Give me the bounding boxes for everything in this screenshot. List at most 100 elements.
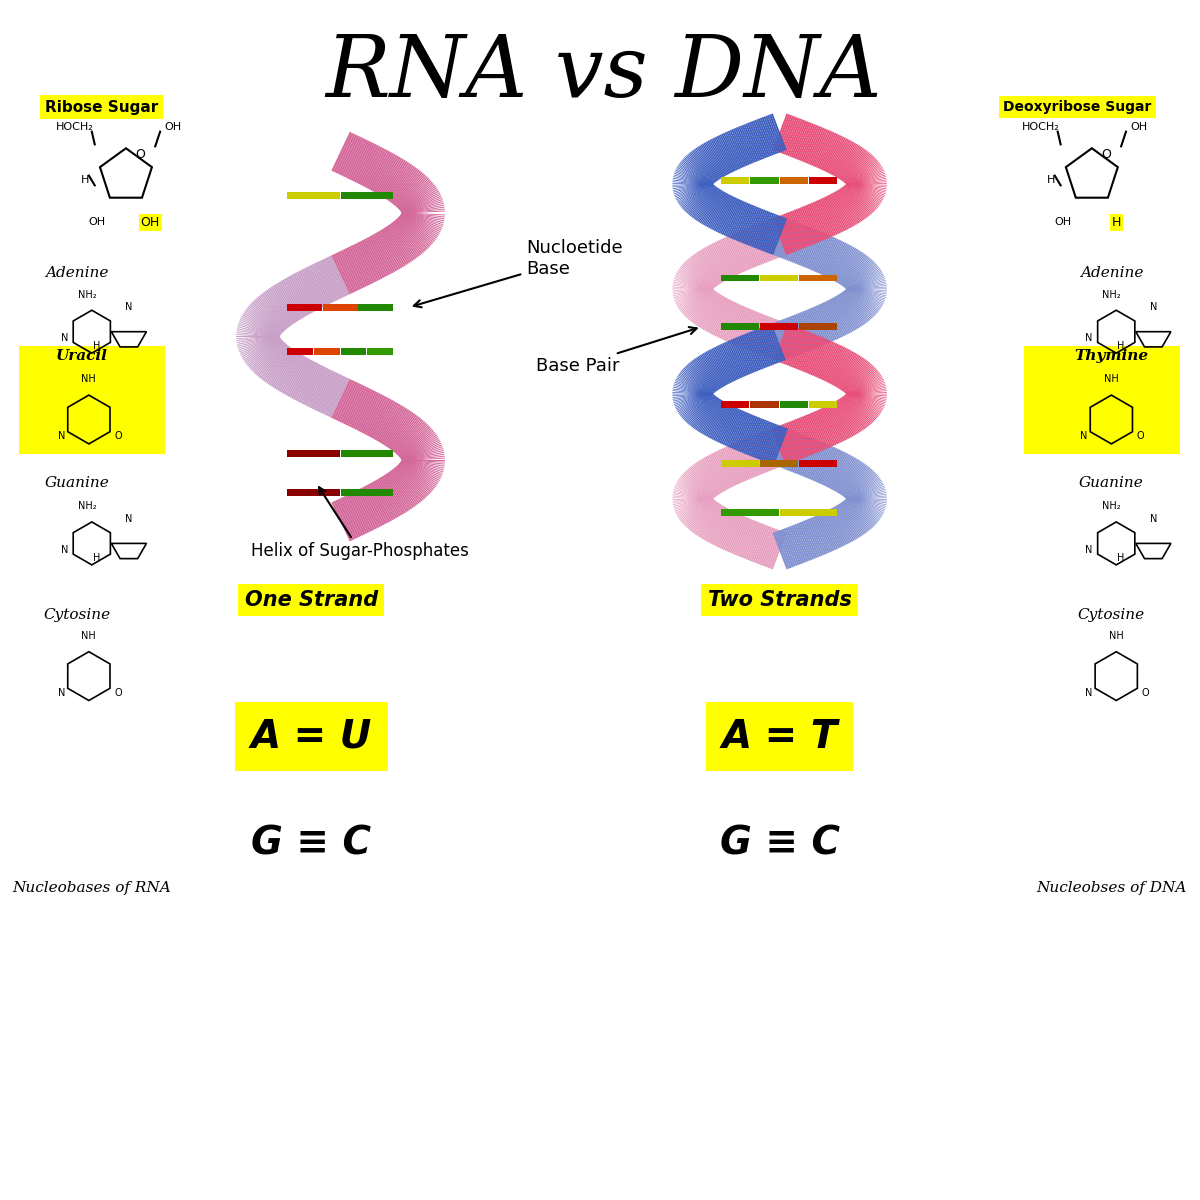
Polygon shape (402, 460, 440, 480)
Polygon shape (716, 406, 734, 442)
Polygon shape (742, 439, 758, 476)
Polygon shape (674, 497, 712, 510)
Polygon shape (821, 198, 839, 234)
Polygon shape (782, 424, 798, 461)
Polygon shape (673, 182, 712, 194)
Polygon shape (710, 454, 730, 488)
Polygon shape (673, 178, 712, 186)
Polygon shape (312, 370, 332, 409)
Polygon shape (674, 391, 712, 407)
Polygon shape (787, 433, 803, 470)
Polygon shape (402, 210, 445, 214)
Polygon shape (762, 326, 779, 364)
Polygon shape (834, 352, 854, 386)
Polygon shape (836, 400, 858, 434)
Polygon shape (398, 426, 431, 457)
Polygon shape (684, 498, 713, 526)
Polygon shape (740, 335, 757, 372)
Polygon shape (293, 361, 314, 400)
Polygon shape (702, 458, 724, 492)
Polygon shape (751, 316, 768, 353)
Polygon shape (719, 302, 737, 338)
Polygon shape (845, 152, 870, 184)
Polygon shape (847, 497, 876, 524)
Polygon shape (740, 311, 757, 348)
Polygon shape (805, 336, 822, 373)
Text: A = U: A = U (251, 718, 372, 756)
Polygon shape (732, 338, 749, 376)
Polygon shape (848, 486, 884, 502)
Polygon shape (702, 191, 724, 224)
Polygon shape (790, 330, 806, 367)
Polygon shape (246, 308, 281, 335)
Polygon shape (402, 206, 445, 214)
Polygon shape (689, 395, 715, 426)
Text: Nucloetide
Base: Nucloetide Base (414, 239, 623, 307)
Polygon shape (745, 438, 762, 475)
Polygon shape (676, 482, 712, 502)
Polygon shape (804, 126, 821, 163)
Polygon shape (743, 229, 760, 266)
Polygon shape (715, 406, 733, 442)
Polygon shape (841, 148, 864, 181)
Polygon shape (782, 328, 798, 365)
Polygon shape (832, 140, 852, 175)
Polygon shape (839, 146, 862, 180)
Polygon shape (389, 413, 415, 449)
Polygon shape (731, 517, 748, 553)
Polygon shape (815, 446, 833, 482)
Polygon shape (832, 246, 852, 281)
Polygon shape (847, 391, 878, 418)
Polygon shape (811, 412, 828, 449)
Polygon shape (844, 256, 868, 287)
Polygon shape (697, 251, 720, 284)
Polygon shape (838, 458, 858, 493)
Polygon shape (827, 196, 846, 232)
Polygon shape (680, 265, 712, 292)
Polygon shape (728, 306, 746, 343)
Polygon shape (702, 144, 724, 178)
Polygon shape (848, 282, 887, 290)
Polygon shape (701, 458, 722, 493)
Polygon shape (248, 338, 282, 368)
Polygon shape (846, 289, 872, 318)
Polygon shape (240, 317, 280, 337)
Polygon shape (755, 329, 772, 366)
Polygon shape (829, 348, 848, 384)
Polygon shape (395, 467, 424, 500)
Text: N: N (1150, 302, 1157, 312)
Polygon shape (401, 461, 437, 486)
Bar (287, 490, 340, 496)
Polygon shape (847, 371, 878, 396)
Polygon shape (738, 440, 755, 478)
Polygon shape (848, 287, 887, 296)
Polygon shape (239, 336, 280, 353)
Polygon shape (796, 314, 811, 350)
Text: N: N (61, 334, 68, 343)
Text: OH: OH (1130, 122, 1147, 132)
Polygon shape (737, 310, 754, 347)
Polygon shape (750, 420, 767, 457)
Polygon shape (826, 241, 845, 277)
Polygon shape (835, 295, 857, 330)
Polygon shape (848, 173, 886, 186)
Polygon shape (677, 481, 712, 502)
Polygon shape (672, 284, 712, 290)
Polygon shape (840, 293, 863, 326)
Polygon shape (802, 416, 818, 454)
Polygon shape (728, 202, 745, 238)
Text: NH: NH (82, 374, 96, 384)
Polygon shape (672, 287, 712, 289)
Polygon shape (846, 184, 874, 212)
Polygon shape (763, 425, 779, 462)
Polygon shape (820, 343, 838, 379)
Polygon shape (698, 251, 721, 284)
Polygon shape (848, 280, 886, 292)
Polygon shape (716, 511, 734, 547)
Polygon shape (833, 506, 853, 541)
Polygon shape (830, 244, 850, 280)
Polygon shape (791, 526, 806, 563)
Polygon shape (337, 382, 358, 421)
Polygon shape (676, 287, 712, 304)
Polygon shape (803, 206, 818, 242)
